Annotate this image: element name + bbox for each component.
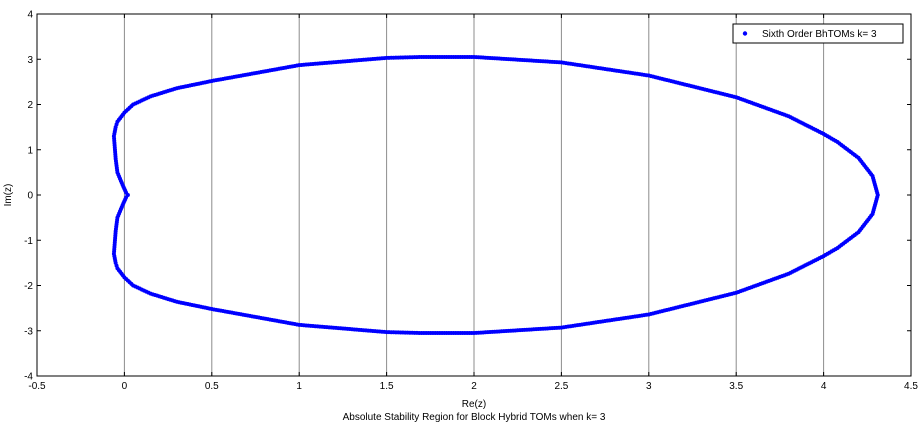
legend-marker <box>742 31 748 36</box>
y-tick-label: -3 <box>24 326 33 337</box>
x-tick-label: 4 <box>821 381 827 392</box>
legend-label: Sixth Order BhTOMs k= 3 <box>762 29 877 40</box>
y-axis-label: Im(z) <box>3 184 14 207</box>
x-axis-label: Re(z) <box>462 399 486 410</box>
x-tick-label: 2 <box>471 381 477 392</box>
legend: Sixth Order BhTOMs k= 3 <box>732 23 904 44</box>
axis-ticks: -0.5 0 0.5 1 1.5 2 2.5 3 3.5 4 4.5 -4 -3 -2 -1 0 1 2 3 4 <box>24 10 918 393</box>
data-point <box>875 195 880 200</box>
y-tick-label: -2 <box>24 281 33 292</box>
x-tick-label: 4.5 <box>904 381 918 392</box>
y-tick-label: 0 <box>27 191 33 202</box>
chart-caption: Absolute Stability Region for Block Hybr… <box>343 412 606 423</box>
x-tick-label: 2.5 <box>554 381 568 392</box>
y-tick-label: -1 <box>24 236 33 247</box>
legend-box <box>732 23 904 44</box>
x-tick-label: -0.5 <box>28 381 46 392</box>
x-tick-label: 1.5 <box>380 381 394 392</box>
x-tick-label: 3 <box>646 381 652 392</box>
x-tick-label: 1 <box>296 381 302 392</box>
y-tick-label: 3 <box>27 55 33 66</box>
y-tick-label: 2 <box>27 100 33 111</box>
y-tick-label: 1 <box>27 145 33 156</box>
x-tick-label: 0.5 <box>205 381 219 392</box>
x-tick-label: 3.5 <box>729 381 743 392</box>
y-tick-label: -4 <box>24 372 33 383</box>
x-tick-label: 0 <box>122 381 128 392</box>
y-tick-label: 4 <box>27 10 33 21</box>
stability-curve <box>111 54 880 336</box>
